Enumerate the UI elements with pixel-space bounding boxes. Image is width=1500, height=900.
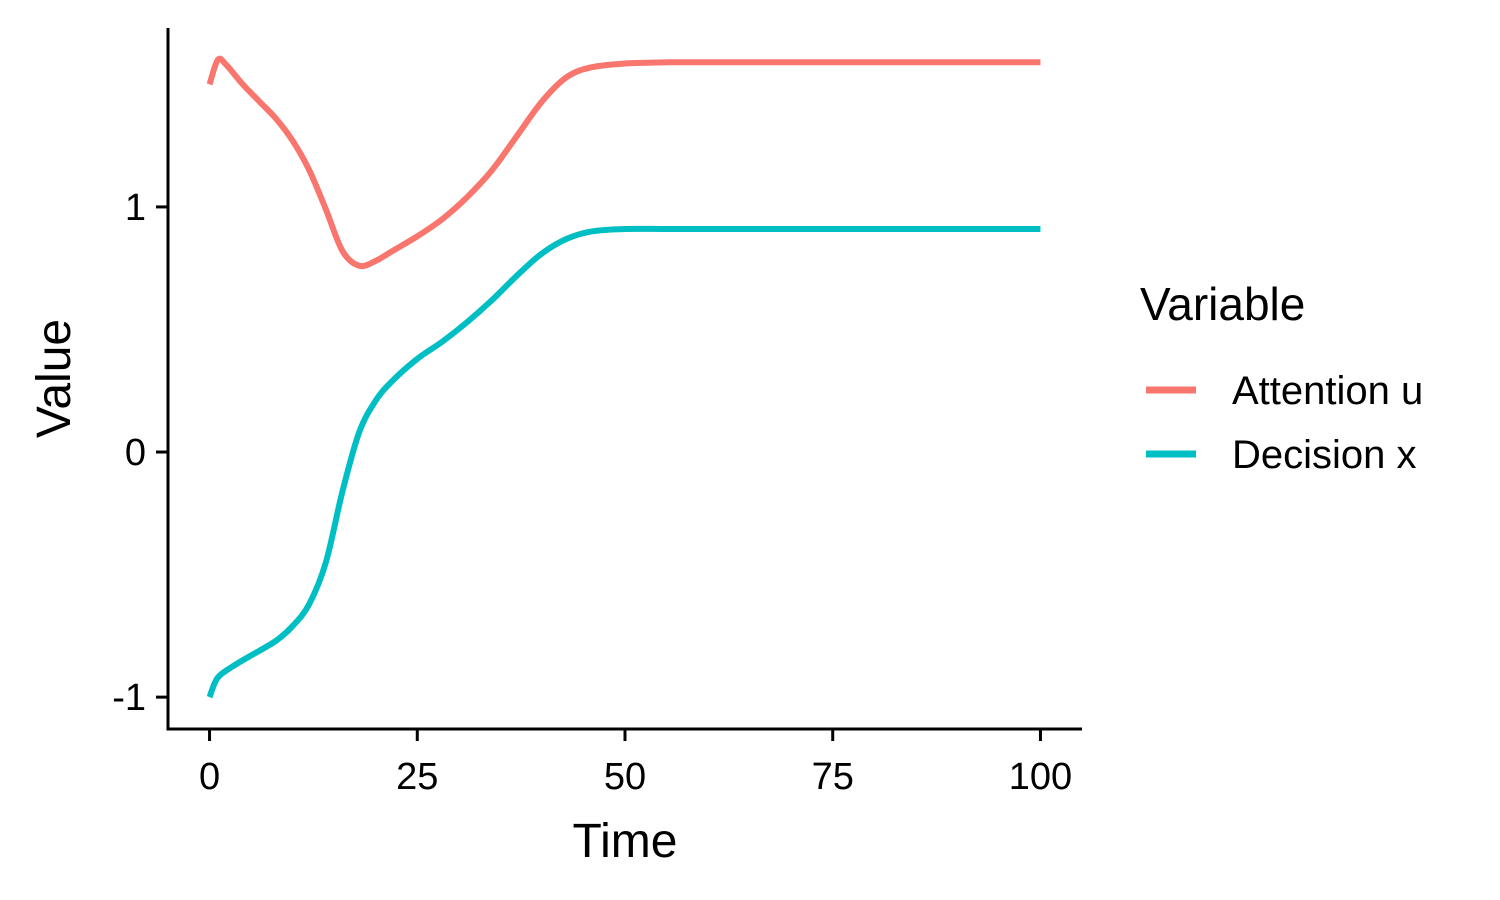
y-tick-label: -1 — [112, 677, 146, 719]
y-axis-title: Value — [28, 319, 81, 438]
x-tick-label: 0 — [199, 756, 220, 798]
x-axis-title: Time — [573, 815, 678, 868]
legend: Variable Attention u Decision x — [1140, 278, 1423, 477]
legend-label-0: Attention u — [1232, 369, 1423, 413]
x-tick-label: 25 — [396, 756, 438, 798]
x-tick-label: 100 — [1009, 756, 1072, 798]
y-tick-label: 0 — [125, 432, 146, 474]
x-tick-label: 50 — [604, 756, 646, 798]
x-tick-label: 75 — [812, 756, 854, 798]
legend-title: Variable — [1140, 278, 1305, 330]
series-line-1 — [206, 225, 1041, 699]
y-tick-label: 1 — [125, 187, 146, 229]
legend-label-1: Decision x — [1232, 433, 1417, 477]
series-line-0 — [206, 55, 1041, 270]
axes: 0 25 50 75 100 -1 0 1 — [112, 28, 1082, 798]
plot-lines — [206, 55, 1041, 699]
